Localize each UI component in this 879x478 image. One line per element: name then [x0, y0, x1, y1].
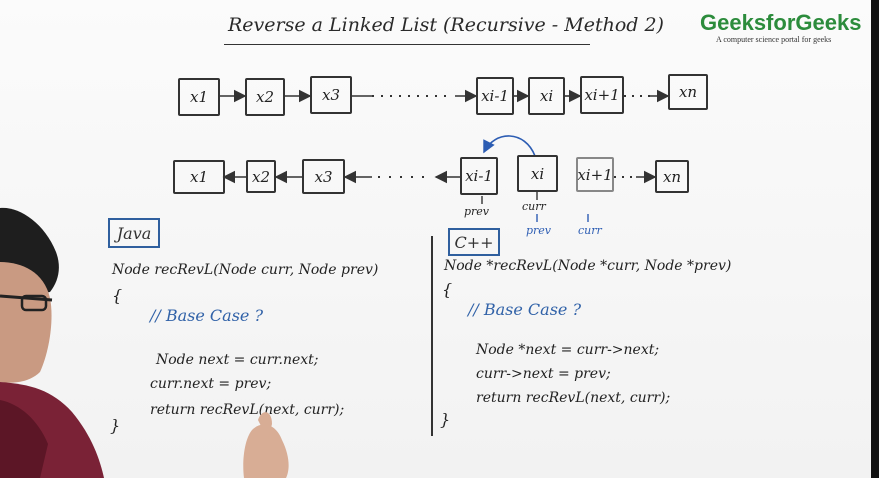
cpp-line-3: return recRevL(next, curr);	[476, 390, 671, 406]
prev-blue-label: prev	[526, 224, 552, 237]
top-node-xn: xn	[668, 74, 708, 110]
blue-curve-arrow	[483, 135, 536, 157]
java-label-box: Java	[108, 218, 160, 248]
column-divider	[431, 236, 433, 436]
java-comment: // Base Case ?	[150, 306, 264, 325]
cpp-line-2: curr->next = prev;	[476, 366, 611, 382]
java-line-2: curr.next = prev;	[150, 376, 272, 392]
top-node-xi+1: xi+1	[580, 76, 624, 114]
prev-label: prev	[464, 205, 490, 218]
java-close-brace: }	[110, 416, 121, 435]
top-node-x1: x1	[178, 78, 220, 116]
curr-blue-label: curr	[578, 224, 602, 237]
java-open-brace: {	[112, 286, 123, 305]
bottom-node-x1: x1	[173, 160, 225, 194]
cpp-open-brace: {	[442, 280, 453, 299]
cpp-label-box: C++	[448, 228, 500, 256]
bottom-node-xn: xn	[655, 160, 689, 193]
cpp-line-1: Node *next = curr->next;	[476, 342, 660, 358]
java-signature: Node recRevL(Node curr, Node prev)	[112, 262, 379, 278]
java-line-3: return recRevL(next, curr);	[150, 402, 345, 418]
board-title: Reverse a Linked List (Recursive - Metho…	[228, 14, 664, 36]
logo-tagline: A computer science portal for geeks	[716, 35, 832, 44]
title-underline	[224, 44, 590, 45]
bottom-node-xi-1: xi-1	[460, 157, 498, 195]
curr-label: curr	[522, 200, 546, 213]
bottom-node-xi+1: xi+1	[576, 157, 614, 192]
cpp-comment: // Base Case ?	[468, 300, 582, 319]
cpp-close-brace: }	[440, 410, 451, 429]
cpp-signature: Node *recRevL(Node *curr, Node *prev)	[444, 258, 732, 274]
bottom-node-x3: x3	[302, 159, 345, 194]
screen-edge	[871, 0, 879, 478]
java-line-1: Node next = curr.next;	[156, 352, 319, 368]
top-node-x3: x3	[310, 76, 352, 114]
bottom-node-x2: x2	[246, 160, 276, 193]
geeksforgeeks-logo: GeeksforGeeks	[700, 10, 862, 35]
top-node-xi-1: xi-1	[476, 77, 514, 115]
top-node-x2: x2	[245, 78, 285, 116]
top-node-xi: xi	[528, 77, 565, 115]
bottom-node-xi: xi	[517, 155, 558, 192]
